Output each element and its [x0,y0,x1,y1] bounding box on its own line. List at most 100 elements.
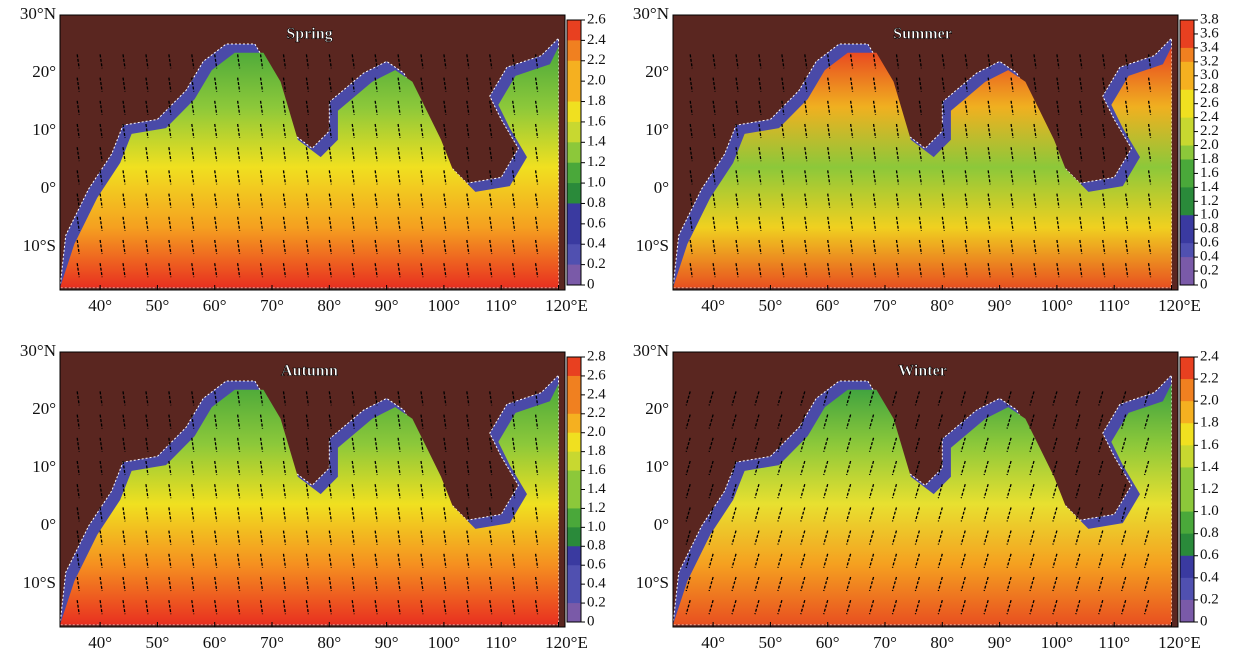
colorbar-label: 1.8 [587,443,606,459]
wind-arrow [1010,54,1014,69]
wind-arrow [259,576,264,592]
wind-arrow [960,391,966,406]
lon-label: 40° [701,633,725,652]
wind-arrow [512,414,516,429]
wind-arrow [987,216,991,231]
wind-arrow [827,100,831,115]
wind-arrow [689,170,693,185]
colorbar-segment [567,20,581,41]
wind-arrow [941,216,945,231]
wind-arrow [282,576,287,592]
wind-arrow [823,460,829,476]
wind-arrow [145,216,149,231]
wind-arrow [891,530,898,545]
wind-arrow [374,553,378,568]
wind-arrow [960,530,966,545]
wind-arrow [466,123,470,139]
wind-arrow [99,437,103,452]
wind-arrow [76,530,80,545]
wind-arrow [987,147,991,162]
wind-arrow [941,263,945,278]
colorbar-segment [1180,61,1194,77]
wind-arrow [758,193,762,208]
wind-arrow [937,507,943,522]
colorbar-label: 0.6 [1200,235,1219,251]
wind-arrow [868,507,875,522]
wind-arrow [758,263,762,278]
wind-arrow [282,530,287,545]
wind-arrow [987,77,991,92]
wind-arrow [236,507,241,522]
wind-arrow [983,414,989,429]
wind-arrow [708,391,714,406]
wind-arrow [1033,170,1037,185]
wind-arrow [236,553,241,568]
wind-arrow [99,507,103,522]
wind-arrow [99,530,103,545]
wind-arrow [1006,507,1012,522]
colorbar-segment [567,162,581,184]
wind-arrow [328,170,332,185]
wind-arrow [374,263,378,278]
colorbar-segment [1180,599,1194,623]
wind-arrow [466,437,470,452]
colorbar-segment [1180,533,1194,557]
colorbar-segment [567,470,581,490]
map-frame [59,351,566,628]
colorbar-label: 1.0 [1200,207,1219,223]
wind-arrow [1029,553,1035,568]
wind-arrow [397,193,401,208]
wind-arrow [191,193,195,208]
wind-arrow [122,484,126,499]
wind-arrow [754,530,760,545]
wind-arrow [712,147,716,162]
wind-arrow [983,576,989,592]
wind-arrow [1143,391,1150,406]
lon-label: 50° [146,633,170,652]
wind-arrow [145,391,149,406]
colorbar-label: 2.6 [1200,95,1219,111]
colorbar-label: 0.8 [1200,221,1219,237]
wind-arrow [1033,216,1037,231]
colorbar-label: 2.4 [1200,348,1219,364]
wind-arrow [122,600,126,615]
wind-arrow [259,530,264,545]
wind-arrow [846,576,852,592]
wind-arrow [846,600,852,615]
wind-arrow [305,576,310,592]
wind-arrow [960,460,966,476]
colorbar-label: 1.2 [1200,193,1219,209]
colorbar-label: 3.8 [1200,11,1219,27]
wind-arrow [800,484,806,499]
wind-arrow [685,414,691,429]
wind-arrow [941,54,945,69]
wind-arrow [777,437,783,452]
wind-arrow [754,576,760,592]
ocean [673,383,1172,625]
wind-arrow [1102,147,1106,162]
wind-arrow [512,507,516,522]
lon-label: 60° [816,296,840,315]
wind-arrow [758,147,762,162]
colorbar-segment [1180,33,1194,49]
wind-arrow [122,414,126,429]
wind-arrow [1029,600,1035,615]
wind-arrow [1075,507,1081,522]
wind-arrow [1121,437,1127,452]
wind-arrow [489,170,493,185]
wind-arrow [1075,553,1081,568]
wind-arrow [758,100,762,115]
wind-arrow [964,147,968,162]
wind-arrow [145,239,149,255]
wind-arrow [168,484,172,499]
wind-arrow [191,263,195,278]
wind-arrow [1147,193,1152,208]
wind-arrow [397,100,401,115]
wind-arrow [397,600,401,615]
wind-arrow [781,123,785,139]
wind-arrow [145,100,149,115]
wind-arrow [1125,54,1129,69]
wind-arrow [1079,77,1083,92]
colorbar-segment [1180,271,1194,286]
